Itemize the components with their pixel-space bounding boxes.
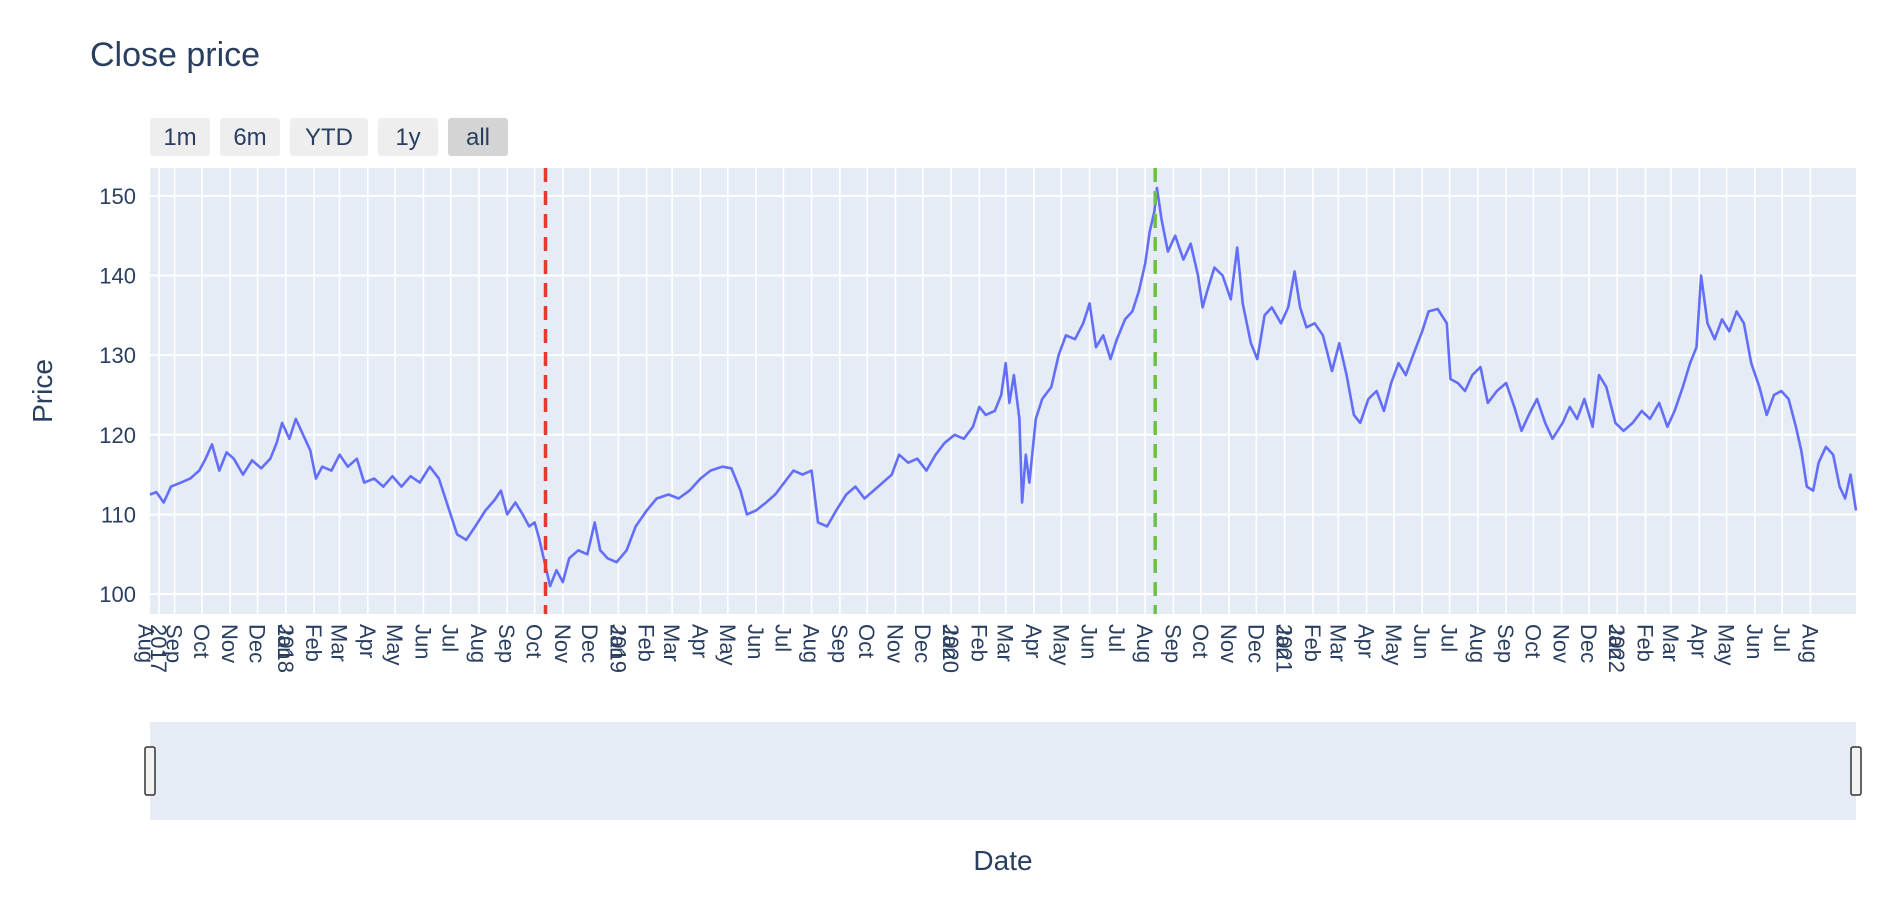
- x-tick-year-label: 2017: [146, 624, 171, 673]
- range-button-6m[interactable]: 6m: [220, 118, 280, 156]
- x-tick-month-label: Jan: [1272, 624, 1297, 659]
- range-button-ytd[interactable]: YTD: [290, 118, 368, 156]
- range-slider-right-handle[interactable]: [1850, 746, 1862, 796]
- x-tick-month-label: May: [1048, 624, 1073, 666]
- x-tick-month-label: Dec: [1243, 624, 1268, 663]
- x-tick-month-label: Mar: [659, 624, 684, 662]
- x-tick-month-label: Sep: [1493, 624, 1518, 663]
- x-tick-month-label: Nov: [882, 624, 907, 663]
- x-tick-month-label: Feb: [1300, 624, 1325, 662]
- x-tick-month-label: Nov: [550, 624, 575, 663]
- x-tick-month-label: Jun: [1742, 624, 1767, 659]
- x-tick-month-label: Jul: [1437, 624, 1462, 652]
- x-tick-month-label: Aug: [799, 624, 824, 663]
- x-tick-month-label: Jul: [1769, 624, 1794, 652]
- x-tick-month-label: Aug: [1797, 624, 1822, 663]
- x-tick-month-label: Feb: [301, 624, 326, 662]
- y-tick-label: 150: [99, 184, 136, 209]
- x-tick-month-label: Sep: [1160, 624, 1185, 663]
- y-tick-label: 110: [101, 502, 136, 527]
- chart-title: Close price: [90, 36, 260, 74]
- x-tick-month-label: Aug: [133, 624, 158, 663]
- y-tick-label: 100: [99, 582, 136, 607]
- x-tick-month-label: Jan: [1604, 624, 1629, 659]
- x-tick-month-label: Sep: [162, 624, 187, 663]
- y-tick-label: 140: [99, 264, 136, 289]
- x-tick-month-label: Apr: [1354, 624, 1379, 658]
- x-tick-month-label: Apr: [1021, 624, 1046, 658]
- x-tick-month-label: Apr: [687, 624, 712, 658]
- x-tick-month-label: Aug: [1465, 624, 1490, 663]
- x-tick-month-label: Mar: [1658, 624, 1683, 662]
- x-tick-month-label: Oct: [854, 624, 879, 658]
- x-tick-month-label: Nov: [1549, 624, 1574, 663]
- x-tick-month-label: Sep: [494, 624, 519, 663]
- x-tick-month-label: Mar: [327, 624, 352, 662]
- x-tick-month-label: May: [1714, 624, 1739, 666]
- x-tick-month-label: May: [715, 624, 740, 666]
- x-tick-month-label: Mar: [1325, 624, 1350, 662]
- x-tick-month-label: Feb: [634, 624, 659, 662]
- x-tick-month-label: Aug: [466, 624, 491, 663]
- x-tick-month-label: Nov: [217, 624, 242, 663]
- x-tick-month-label: Jun: [1077, 624, 1102, 659]
- x-tick-month-label: Jun: [743, 624, 768, 659]
- x-tick-year-label: 2018: [273, 624, 298, 673]
- range-slider-left-handle[interactable]: [144, 746, 156, 796]
- x-tick-month-label: Dec: [1576, 624, 1601, 663]
- x-tick-month-label: May: [1381, 624, 1406, 666]
- x-tick-month-label: Feb: [966, 624, 991, 662]
- x-axis-title: Date: [973, 845, 1032, 876]
- x-tick-month-label: Jan: [273, 624, 298, 659]
- x-tick-month-label: Apr: [355, 624, 380, 658]
- x-tick-month-label: Nov: [1216, 624, 1241, 663]
- x-tick-month-label: Apr: [1686, 624, 1711, 658]
- close-price-line: [149, 186, 1858, 588]
- x-tick-month-label: Oct: [189, 624, 214, 658]
- x-tick-month-label: Dec: [910, 624, 935, 663]
- range-button-all[interactable]: all: [448, 118, 508, 156]
- x-tick-month-label: Aug: [1132, 624, 1157, 663]
- y-axis-ticks: 100 110 120 130 140 150: [99, 184, 136, 607]
- x-tick-year-label: 2021: [1272, 624, 1297, 673]
- x-tick-month-label: Jan: [605, 624, 630, 659]
- x-tick-month-label: Jun: [1409, 624, 1434, 659]
- x-tick-month-label: Sep: [827, 624, 852, 663]
- range-slider[interactable]: [144, 722, 1862, 820]
- x-tick-month-label: Mar: [993, 624, 1018, 662]
- x-tick-month-label: Oct: [1188, 624, 1213, 658]
- x-tick-month-label: Jun: [410, 624, 435, 659]
- x-tick-month-label: Jul: [438, 624, 463, 652]
- series-layer: [149, 186, 1858, 588]
- y-axis-title: Price: [27, 359, 58, 423]
- range-button-1y[interactable]: 1y: [378, 118, 438, 156]
- range-slider-track[interactable]: [150, 722, 1856, 820]
- x-tick-month-label: Oct: [1520, 624, 1545, 658]
- x-tick-month-label: Feb: [1632, 624, 1657, 662]
- y-tick-label: 130: [99, 343, 136, 368]
- x-tick-month-label: Dec: [577, 624, 602, 663]
- x-tick-month-label: Oct: [522, 624, 547, 658]
- x-tick-year-label: 2022: [1604, 624, 1629, 673]
- x-tick-year-label: 2019: [605, 624, 630, 673]
- y-tick-label: 120: [99, 423, 136, 448]
- x-tick-month-label: Dec: [245, 624, 270, 663]
- x-tick-month-label: Jan: [938, 624, 963, 659]
- x-tick-month-label: Jul: [770, 624, 795, 652]
- range-selector: 1m 6m YTD 1y all: [150, 118, 508, 156]
- x-tick-month-label: Jul: [1104, 624, 1129, 652]
- x-tick-year-label: 2020: [938, 624, 963, 673]
- x-tick-month-label: May: [382, 624, 407, 666]
- reference-lines: [543, 168, 1157, 614]
- range-button-1m[interactable]: 1m: [150, 118, 210, 156]
